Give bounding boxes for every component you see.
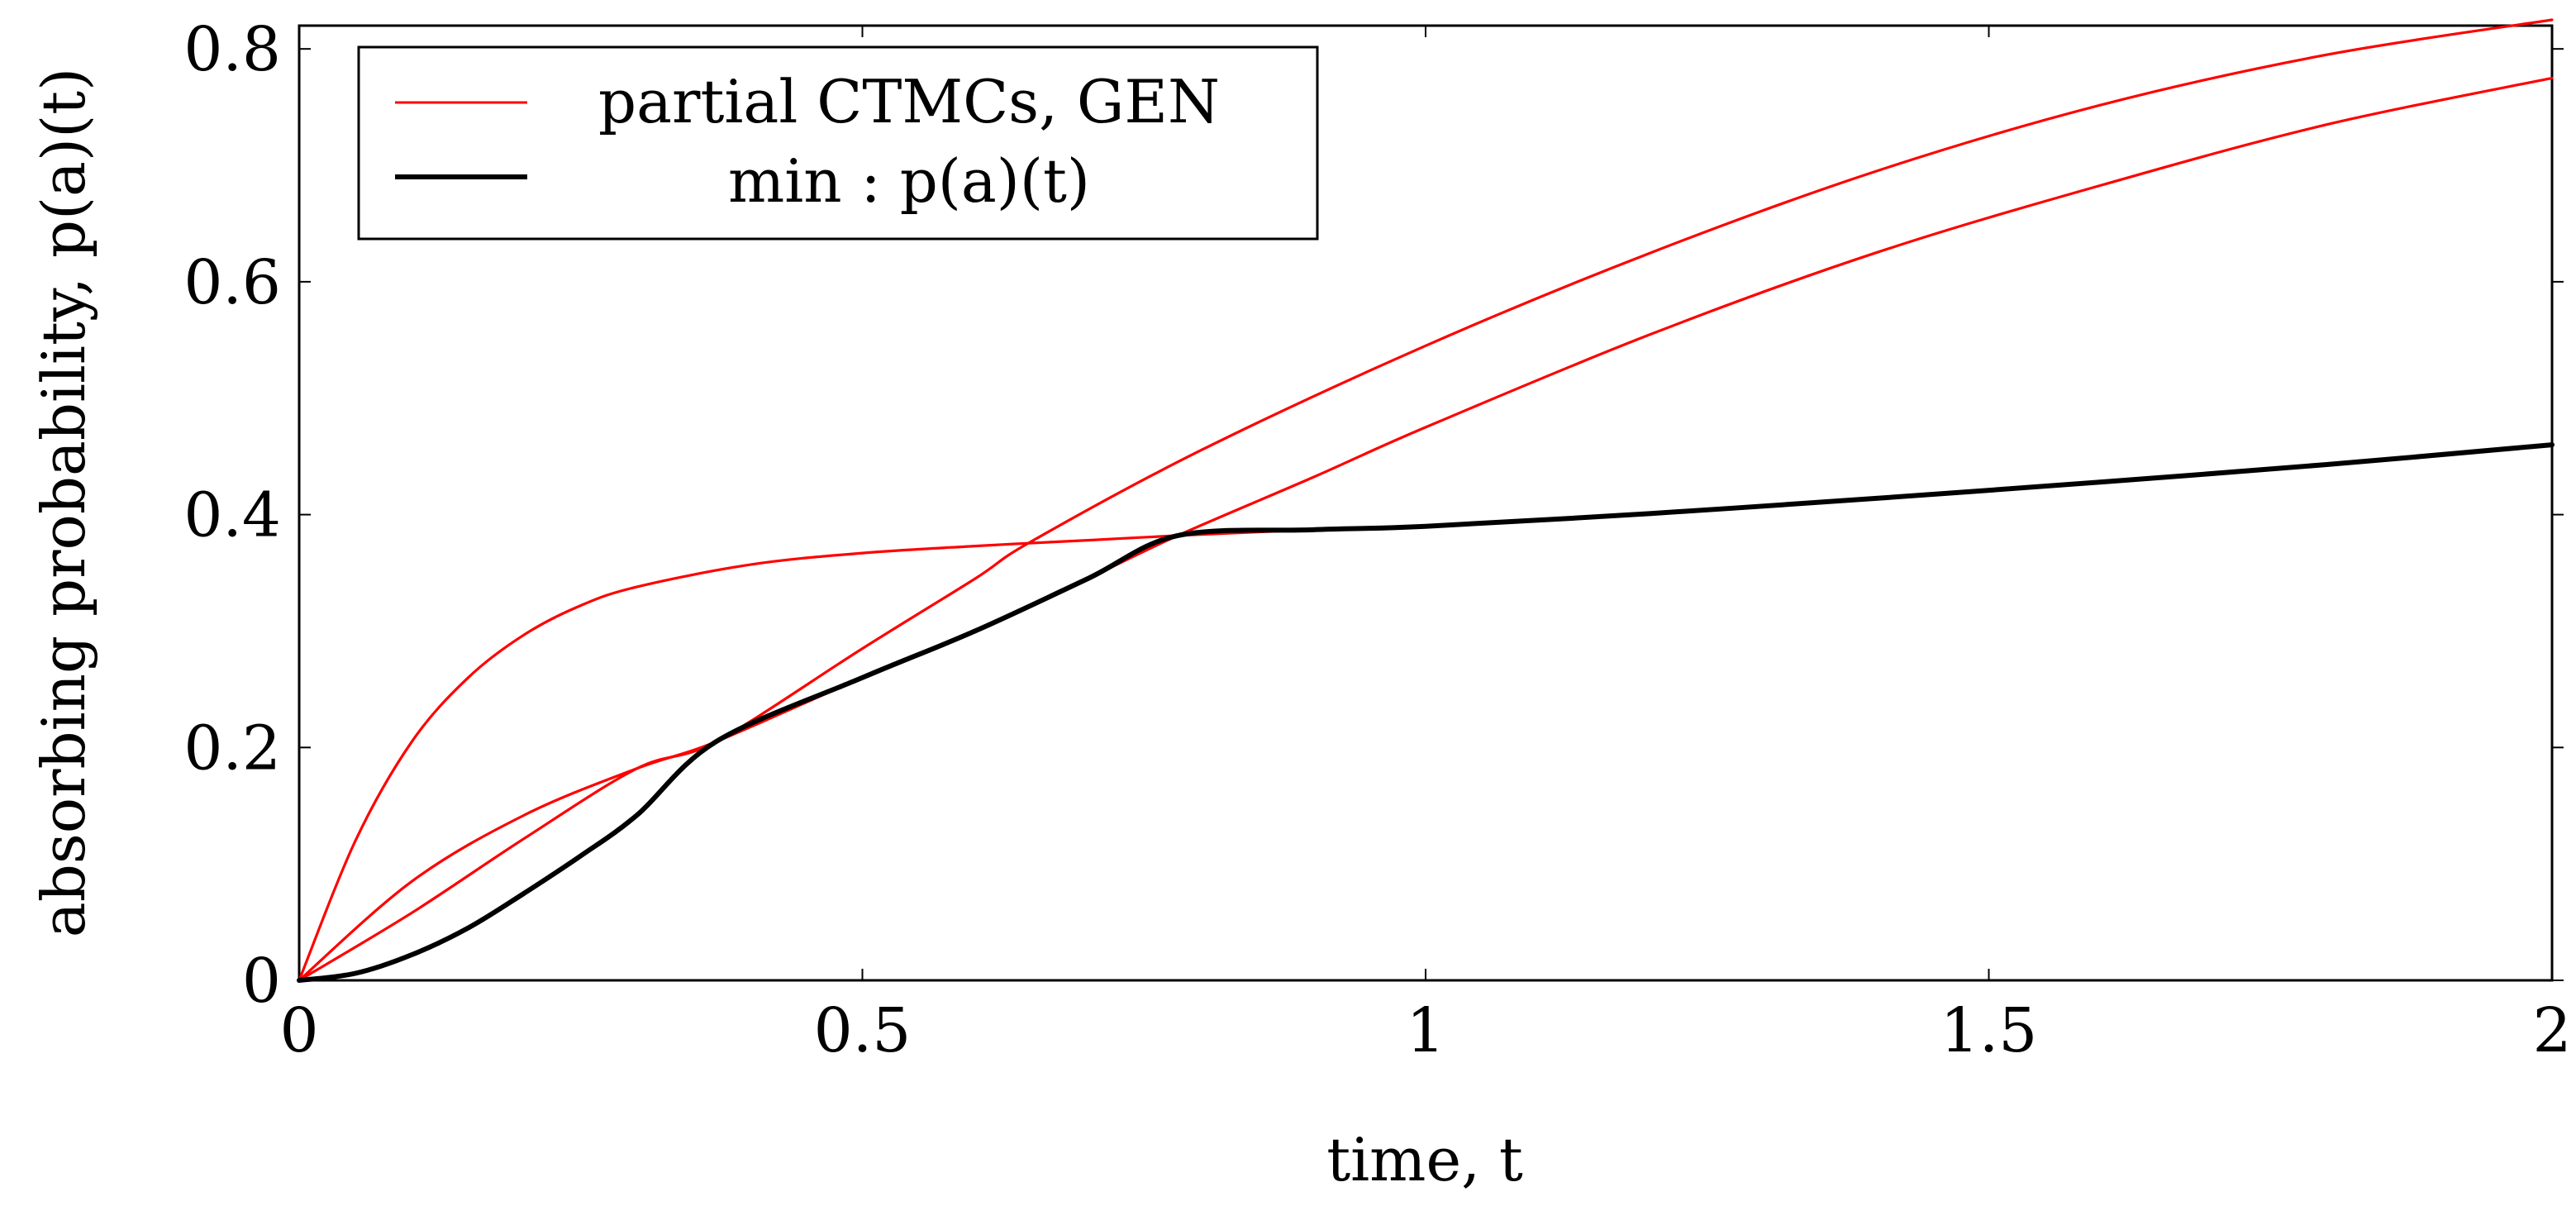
legend-label-min: min : p(a)(t) xyxy=(728,146,1090,216)
y-tick-label: 0.8 xyxy=(183,14,281,85)
y-tick-label: 0 xyxy=(242,946,281,1017)
legend-label-gen: partial CTMCs, GEN xyxy=(598,67,1220,136)
legend: partial CTMCs, GEN min : p(a)(t) xyxy=(357,45,1319,241)
y-tick-label: 0.2 xyxy=(183,713,281,784)
y-tick-label: 0.4 xyxy=(183,480,281,551)
x-tick-label: 2 xyxy=(2532,995,2571,1066)
y-axis-label: absorbing probability, p(a)(t) xyxy=(29,68,98,937)
x-tick-label: 0.5 xyxy=(814,995,912,1066)
y-tick-label: 0.6 xyxy=(183,247,281,318)
series-layer xyxy=(297,18,2555,983)
y-axis-label-main: absorbing probability, p(a)(t) xyxy=(29,68,98,937)
x-tick-label: 1 xyxy=(1406,995,1445,1066)
series-line-min xyxy=(297,442,2555,983)
series-line-gen-1 xyxy=(298,18,2554,982)
x-axis-label: time, t xyxy=(1326,1125,1523,1194)
axis-ticks: 0 0.5 1 1.5 2 0 0.2 0.4 0.6 0.8 xyxy=(183,14,2571,1066)
legend-box xyxy=(357,45,1319,241)
x-tick-label: 0 xyxy=(279,995,318,1066)
series-line-gen-2 xyxy=(298,76,2554,982)
x-tick-label: 1.5 xyxy=(1940,995,2038,1066)
